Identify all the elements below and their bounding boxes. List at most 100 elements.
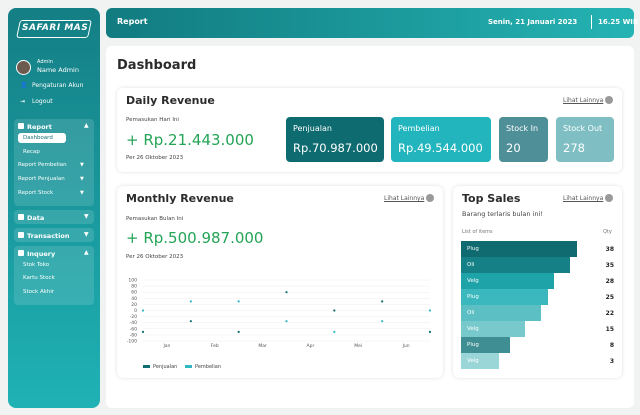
legend-label: Penjualan <box>153 364 177 370</box>
sales-bar <box>461 241 577 257</box>
point <box>285 320 288 323</box>
sales-bar <box>461 353 499 369</box>
item-name: Plug <box>467 246 479 252</box>
chevron: ▼ <box>80 176 84 183</box>
stat-value: Rp.70.987.000 <box>293 141 378 155</box>
y-tick-label: 0 <box>134 308 137 314</box>
sidebar: SAFARI MAS Admin Name Admin 👤 Pengaturan… <box>8 8 100 408</box>
logout-link[interactable]: Logout <box>32 98 53 105</box>
item-name: Plug <box>467 342 479 348</box>
monthly-card: Monthly Revenue Lihat Lainnya Pemasukan … <box>117 186 443 378</box>
stat-label: Stock In <box>506 124 539 133</box>
submenu-item[interactable]: Dashboard <box>23 135 53 141</box>
sales-bar <box>461 273 555 289</box>
account-icon: 👤 <box>20 82 28 89</box>
monthly-date: Per 26 Oktober 2023 <box>126 254 184 260</box>
logo: SAFARI MAS <box>22 23 89 33</box>
submenu-item[interactable]: Report Penjualan <box>18 176 65 183</box>
separator <box>591 15 592 29</box>
menu-group <box>14 209 94 224</box>
item-name: Oli <box>467 262 475 268</box>
menu-group <box>14 245 94 305</box>
monthly-link[interactable]: Lihat Lainnya <box>384 195 425 202</box>
point <box>285 291 288 294</box>
item-qty: 35 <box>605 262 614 269</box>
submenu-item[interactable]: Report Pembelian <box>18 162 67 169</box>
item-qty: 25 <box>605 294 614 301</box>
y-tick-label: -80 <box>130 332 137 338</box>
user-name: Name Admin <box>37 66 79 74</box>
menu-icon <box>18 231 24 238</box>
point <box>381 300 384 303</box>
y-tick-label: 100 <box>128 278 137 284</box>
chevron: ▼ <box>84 230 89 238</box>
submenu-item[interactable]: Stock Akhir <box>23 288 55 295</box>
y-tick-label: 60 <box>131 290 137 296</box>
y-tick-label: -40 <box>130 320 137 326</box>
submenu-item[interactable]: Recap <box>23 148 40 155</box>
x-tick-label: Jan <box>162 343 170 349</box>
chevron: ▲ <box>84 248 89 256</box>
point <box>141 330 145 333</box>
menu-icon <box>18 213 24 220</box>
menu: Report ▲ Dashboard Recap Report Pembelian ▼ Re… <box>8 8 100 408</box>
info-icon <box>605 194 613 202</box>
item-qty: 22 <box>605 310 614 317</box>
item-qty: 28 <box>605 278 614 285</box>
stat-value: Rp.49.544.000 <box>398 141 483 155</box>
item-qty: 38 <box>605 246 614 253</box>
sales-list: Plug 38 Oli 35 Velg 28 Plug 25 Oli 22 Velg 15 Plug 8 V… <box>453 186 622 378</box>
stat-label: Penjualan <box>293 124 332 133</box>
menu-item[interactable]: Inquery <box>27 249 56 258</box>
submenu-item[interactable]: Stok Toko <box>23 261 50 268</box>
stat-box: Penjualan Rp.70.987.000 <box>286 117 384 162</box>
x-tick-label: Jun <box>402 343 410 349</box>
top-sales-title: Top Sales <box>462 192 521 205</box>
item-name: Oli <box>467 310 475 316</box>
monthly-label: Pemasukan Bulan Ini <box>126 216 184 222</box>
chevron: ▼ <box>84 212 89 220</box>
logout-icon: ⇥ <box>20 98 26 105</box>
sales-bar <box>461 321 526 337</box>
y-tick-label: 40 <box>131 296 137 302</box>
header-time: 16.25 WIB <box>598 18 639 26</box>
item-qty: 3 <box>609 358 614 365</box>
daily-link[interactable]: Lihat Lainnya <box>563 97 604 104</box>
menu-group <box>14 227 94 242</box>
point <box>189 300 192 303</box>
point <box>333 330 336 333</box>
submenu-item[interactable]: Kartu Stock <box>23 275 55 282</box>
active-item <box>18 133 66 143</box>
page-title: Dashboard <box>117 58 197 73</box>
top-sales-card: Top Sales Lihat Lainnya Barang terlaris … <box>453 186 622 378</box>
stat-box: Stock Out 278 <box>556 117 614 162</box>
daily-amount: + Rp.21.443.000 <box>126 131 254 149</box>
chevron: ▼ <box>80 162 84 169</box>
menu-item[interactable]: Report <box>27 123 52 131</box>
legend-label: Pembelian <box>195 364 221 370</box>
menu-item[interactable]: Data <box>27 213 45 222</box>
daily-label: Pemasukan Hari Ini <box>126 117 179 123</box>
top-sales-subtitle: Barang terlaris bulan ini! <box>462 210 543 218</box>
daily-title: Daily Revenue <box>126 94 215 107</box>
column-header: List of items <box>462 229 493 235</box>
point <box>333 309 336 312</box>
legend-swatch <box>185 365 192 368</box>
stat-value: 278 <box>563 141 585 155</box>
account-link[interactable]: Pengaturan Akun <box>32 82 84 89</box>
x-tick-label: Apr <box>307 343 315 349</box>
menu-item[interactable]: Transaction <box>27 231 70 240</box>
sales-bar <box>461 337 510 353</box>
item-name: Velg <box>467 358 479 364</box>
role: Admin <box>37 59 53 65</box>
top-sales-link[interactable]: Lihat Lainnya <box>563 195 604 202</box>
point <box>189 320 192 323</box>
header: Report Senin, 21 Januari 2023 16.25 WIB <box>106 8 638 38</box>
item-name: Velg <box>467 326 479 332</box>
point <box>381 320 384 323</box>
monthly-amount: + Rp.500.987.000 <box>126 229 264 247</box>
x-tick-label: Mar <box>258 343 267 349</box>
submenu-item[interactable]: Report Stock <box>18 189 54 196</box>
item-name: Plug <box>467 294 479 300</box>
